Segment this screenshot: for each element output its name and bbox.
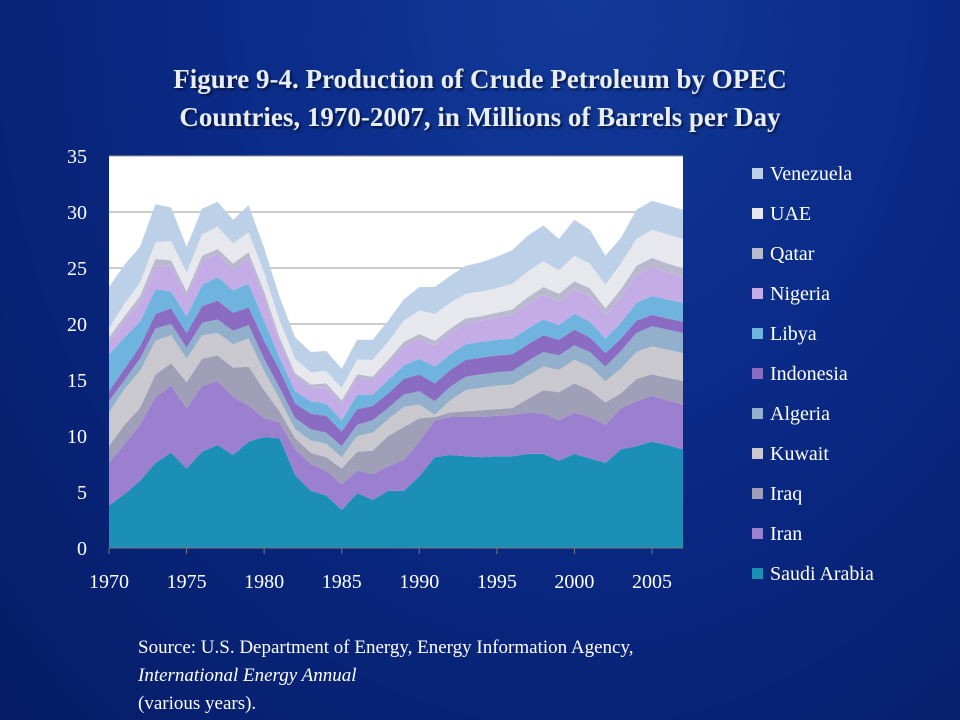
legend-swatch-iran [752,528,763,539]
y-tick-label-20: 20 [67,314,87,336]
legend-label-iraq: Iraq [770,483,802,505]
legend-swatch-libya [752,328,763,339]
source-publication: International Energy Annual [138,665,357,686]
source-line-2: International Energy Annual (various yea… [138,662,858,718]
x-tick-label-2005: 2005 [632,571,672,593]
title-line-1: Figure 9-4. Production of Crude Petroleu… [173,64,787,94]
x-tick-label-1980: 1980 [244,571,284,593]
y-tick-label-15: 15 [67,370,87,392]
legend-swatch-algeria [752,408,763,419]
legend-label-venezuela: Venezuela [770,163,852,185]
legend-swatch-nigeria [752,288,763,299]
area-saudi-arabia [109,437,683,548]
legend-swatch-qatar [752,248,763,259]
source-years: (various years). [138,693,257,714]
y-tick-label-10: 10 [67,426,87,448]
x-tick-label-1995: 1995 [477,571,517,593]
legend-swatch-kuwait [752,448,763,459]
area-algeria [109,319,683,458]
source-note: Source: U.S. Department of Energy, Energ… [138,634,858,718]
x-tick-label-1970: 1970 [89,571,129,593]
area-iran [109,381,683,510]
area-libya [109,277,683,432]
y-tick-label-25: 25 [67,258,87,280]
y-tick-label-30: 30 [67,202,87,224]
legend-label-libya: Libya [770,323,817,345]
x-tick-label-1985: 1985 [322,571,362,593]
legend-swatch-uae [752,208,763,219]
y-tick-label-35: 35 [67,146,87,168]
title-line-2: Countries, 1970-2007, in Millions of Bar… [179,102,781,132]
y-tick-label-0: 0 [77,538,87,560]
x-tick-label-1990: 1990 [399,571,439,593]
legend-label-iran: Iran [770,523,802,545]
legend-label-kuwait: Kuwait [770,443,829,465]
source-line-1: Source: U.S. Department of Energy, Energ… [138,637,634,658]
legend-label-algeria: Algeria [770,403,830,425]
area-qatar [109,249,683,404]
area-kuwait [109,333,683,469]
x-tick-label-1975: 1975 [167,571,207,593]
legend-swatch-saudi-arabia [752,568,763,579]
area-uae [109,226,683,401]
legend-label-indonesia: Indonesia [770,363,848,385]
legend-label-saudi-arabia: Saudi Arabia [770,563,874,585]
x-tick-label-2000: 2000 [554,571,594,593]
slide-title: Figure 9-4. Production of Crude Petroleu… [60,60,900,136]
legend-swatch-indonesia [752,368,763,379]
legend-swatch-venezuela [752,168,763,179]
y-tick-label-5: 5 [77,482,87,504]
area-indonesia [109,300,683,447]
legend-swatch-iraq [752,488,763,499]
legend-label-nigeria: Nigeria [770,283,830,305]
area-iraq [109,355,683,485]
area-venezuela [109,200,683,388]
legend-label-qatar: Qatar [770,243,815,265]
area-nigeria [109,253,683,421]
legend-label-uae: UAE [770,203,811,225]
